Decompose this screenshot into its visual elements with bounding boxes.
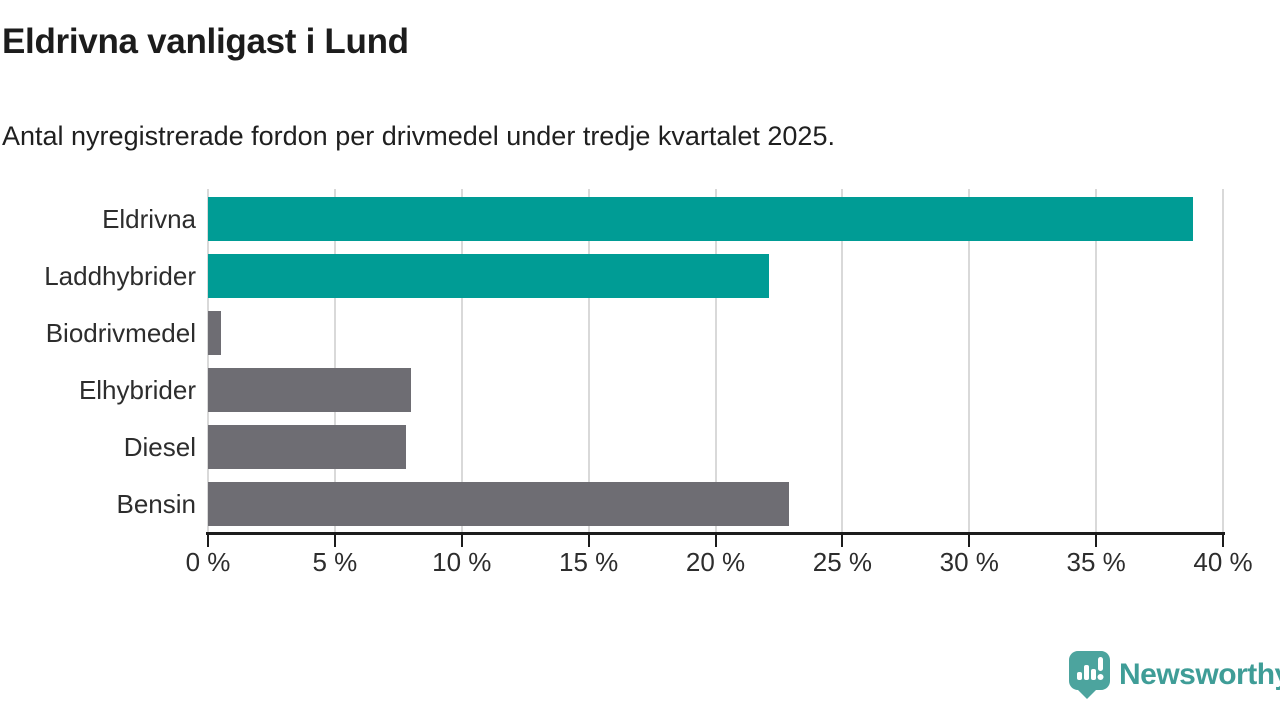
- newsworthy-logo: Newsworthy: [1068, 650, 1280, 700]
- x-axis-line: [206, 532, 1225, 535]
- x-tick-5: [333, 535, 336, 547]
- x-tick-20: [714, 535, 717, 547]
- logo-bar-tall: [1084, 665, 1089, 680]
- gridline-20: [714, 189, 717, 533]
- gridline-15: [587, 189, 590, 533]
- gridline-0: [207, 189, 209, 533]
- x-tick-label-20: 20 %: [685, 547, 746, 577]
- x-tick-label-5: 5 %: [312, 547, 358, 577]
- gridline-25: [841, 189, 844, 533]
- x-tick-40: [1222, 535, 1224, 547]
- logo-bar-medium: [1091, 669, 1096, 680]
- x-tick-label-30: 30 %: [939, 547, 999, 577]
- x-tick-label-25: 25 %: [812, 547, 872, 577]
- x-tick-25: [841, 535, 844, 547]
- x-tick-label-40: 40 %: [1193, 547, 1253, 577]
- gridline-5: [333, 189, 336, 533]
- logo-exclamation-stem: [1098, 657, 1103, 671]
- logo-bar-small: [1077, 672, 1082, 680]
- bar-laddhybrider: [208, 254, 769, 298]
- x-tick-10: [460, 535, 463, 547]
- category-label-biodrivmedel: Biodrivmedel: [45, 318, 196, 348]
- x-tick-35: [1095, 535, 1098, 547]
- x-tick-0: [207, 535, 209, 547]
- x-tick-label-15: 15 %: [558, 547, 619, 577]
- gridline-35: [1095, 189, 1098, 533]
- bar-bensin: [208, 482, 790, 526]
- x-tick-label-0: 0 %: [185, 547, 231, 577]
- x-tick-15: [587, 535, 590, 547]
- gridline-30: [968, 189, 971, 533]
- logo-exclamation-dot: [1097, 674, 1104, 680]
- x-tick-label-35: 35 %: [1066, 547, 1126, 577]
- bar-biodrivmedel: [208, 311, 221, 355]
- gridline-40: [1222, 189, 1224, 533]
- category-label-diesel: Diesel: [123, 432, 196, 462]
- x-tick-label-10: 10 %: [432, 547, 492, 577]
- newsworthy-pin-barchart-icon: [1069, 651, 1110, 699]
- chart-subtitle: Antal nyregistrerade fordon per drivmede…: [2, 121, 835, 151]
- newsworthy-logo-text: Newsworthy: [1119, 658, 1280, 691]
- category-label-laddhybrider: Laddhybrider: [44, 261, 196, 291]
- category-label-bensin: Bensin: [116, 489, 197, 519]
- bar-eldrivna: [208, 197, 1193, 241]
- chart-title: Eldrivna vanligast i Lund: [2, 22, 409, 61]
- bar-diesel: [208, 425, 406, 469]
- category-label-elhybrider: Elhybrider: [78, 375, 196, 405]
- category-label-eldrivna: Eldrivna: [102, 204, 196, 234]
- x-tick-30: [968, 535, 971, 547]
- bar-elhybrider: [208, 368, 411, 412]
- gridline-10: [460, 189, 463, 533]
